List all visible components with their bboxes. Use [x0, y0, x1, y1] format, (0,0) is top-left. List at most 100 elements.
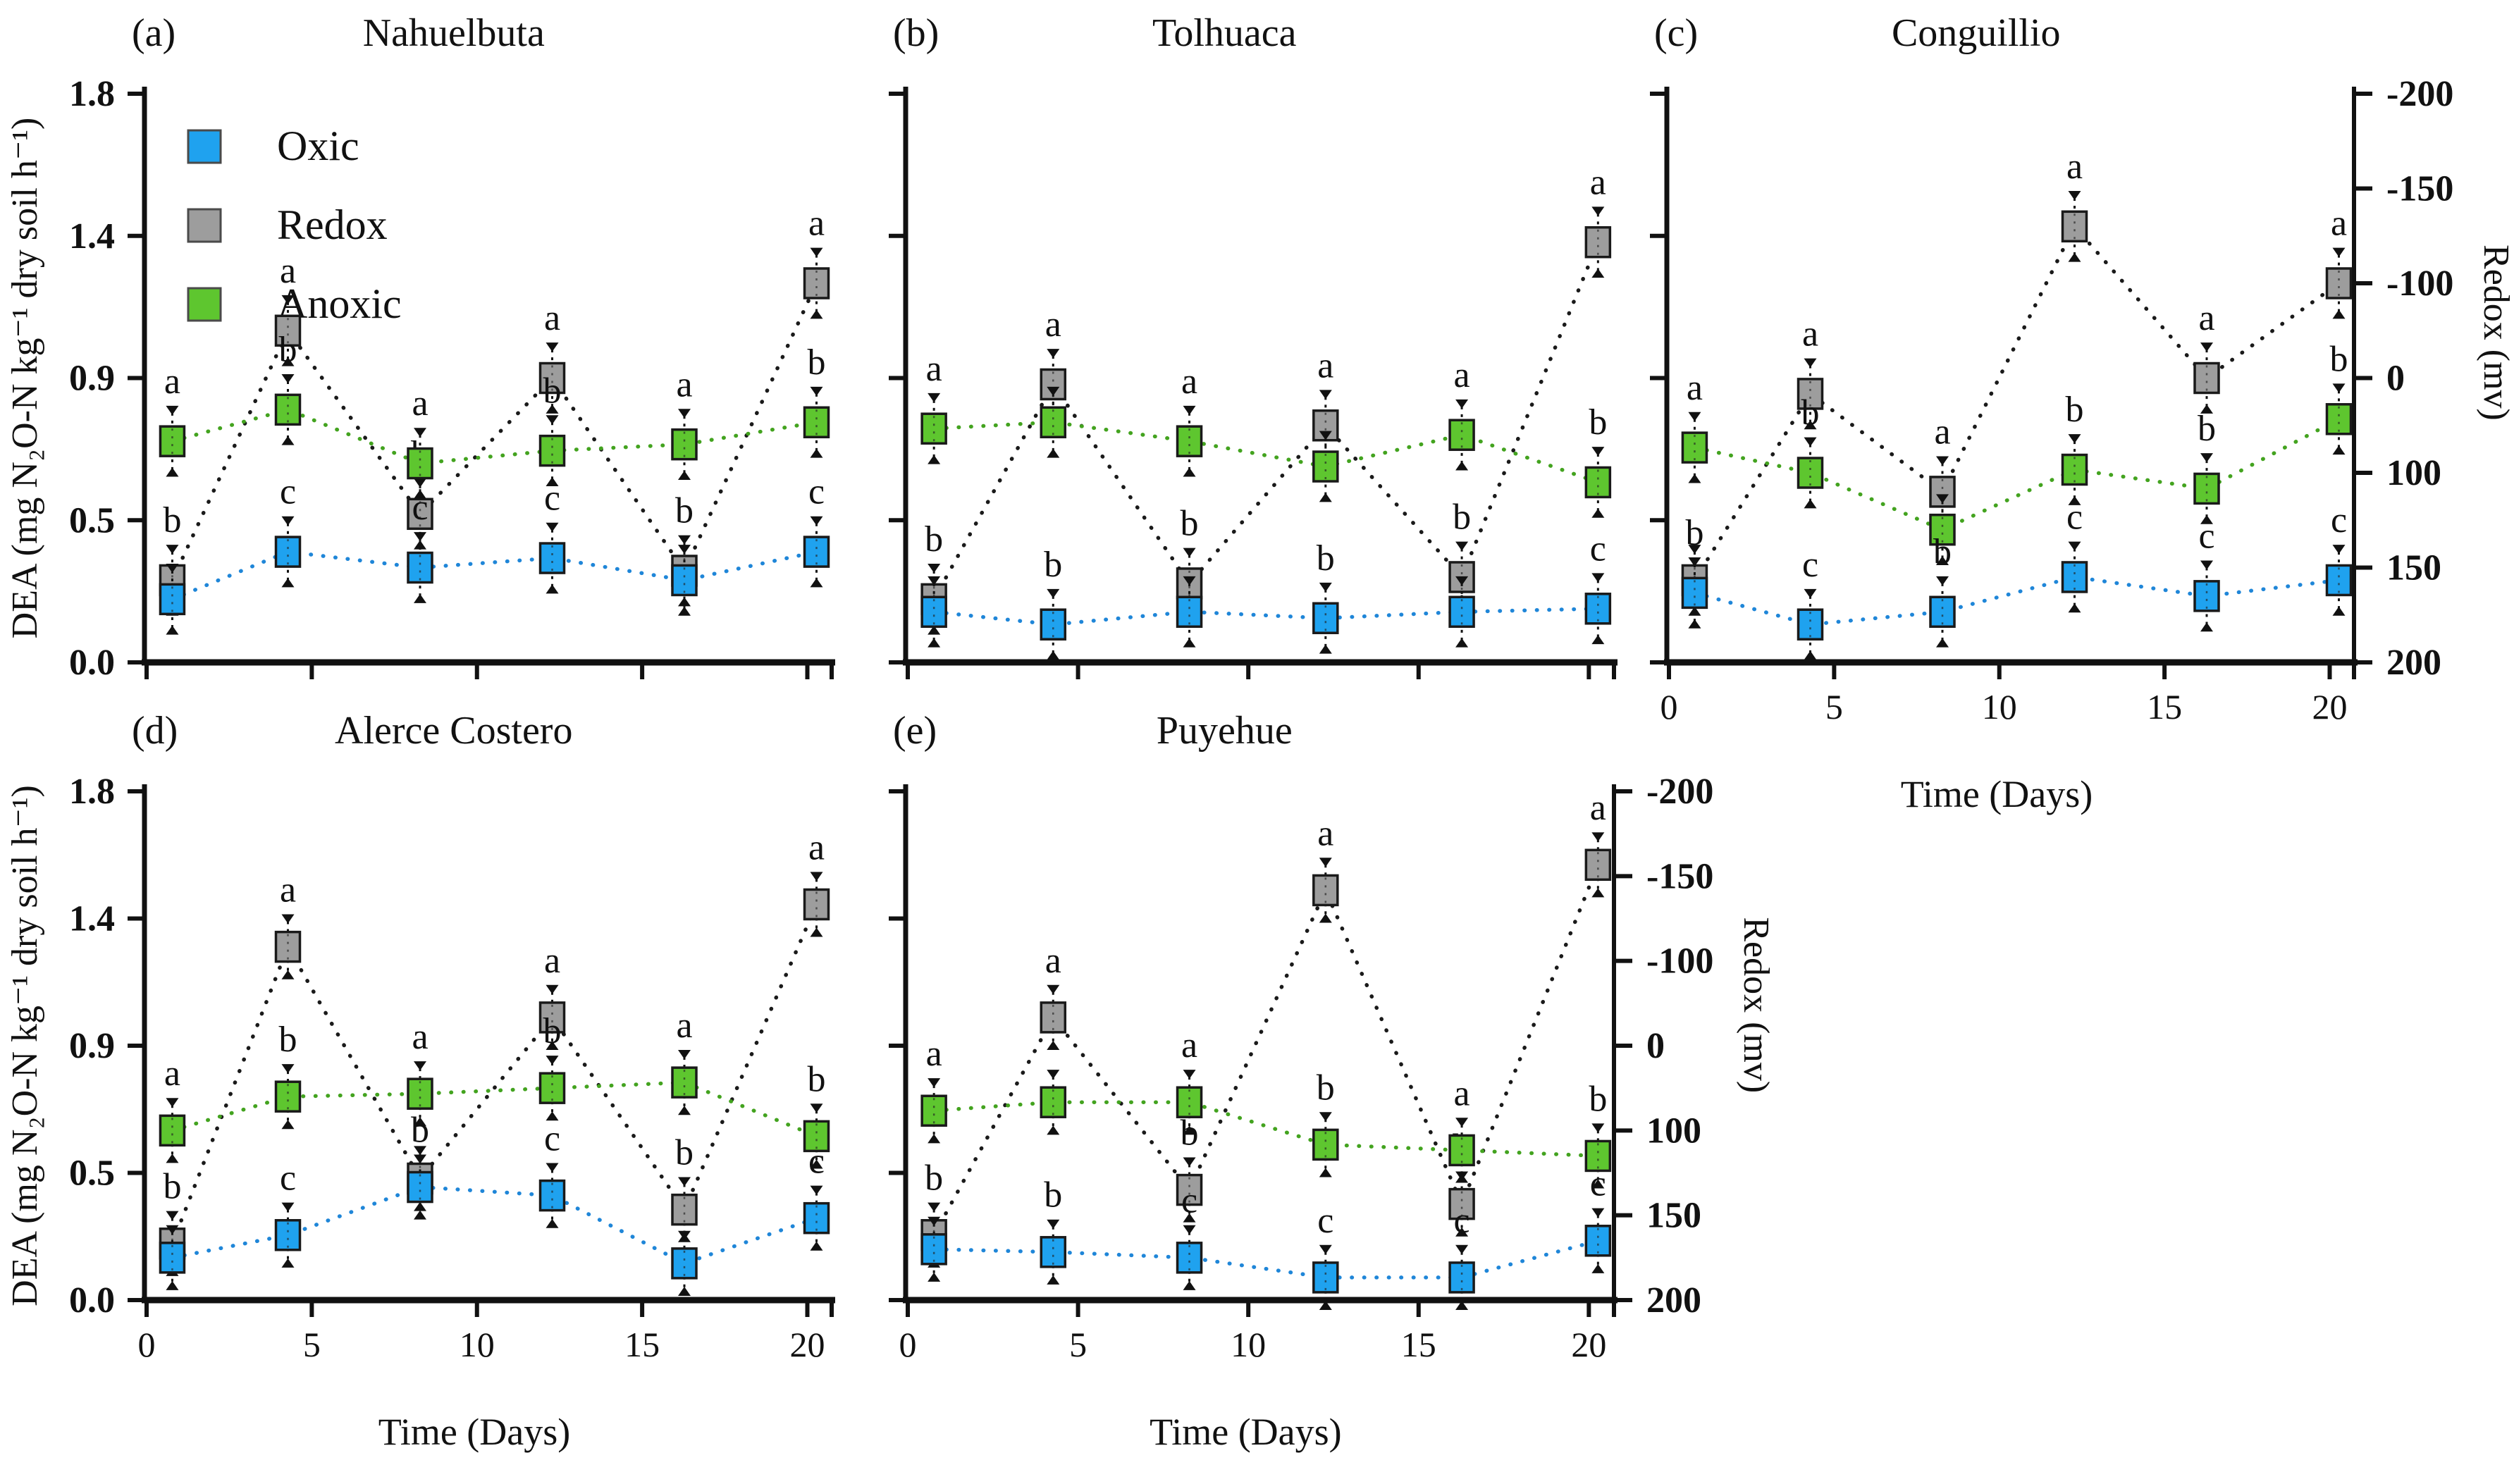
- right-tick-label: -150: [2386, 169, 2453, 209]
- error-cap-bottom: [281, 357, 295, 366]
- data-point-oxic: [2193, 580, 2220, 612]
- error-cap-top: [1688, 412, 1701, 421]
- data-point-oxic: [1312, 1261, 1339, 1294]
- right-tick-label: 200: [2386, 643, 2441, 683]
- error-cap-top: [2068, 541, 2081, 551]
- data-point-redox: [1797, 378, 1824, 410]
- data-point-anoxic: [1797, 457, 1824, 489]
- error-cap-bottom: [1455, 1227, 1469, 1237]
- error-cap-bottom: [678, 471, 691, 480]
- data-point-anoxic: [2193, 472, 2220, 505]
- x-tick-label: 0: [1660, 687, 1678, 726]
- series-line-oxic: [170, 1185, 819, 1266]
- error-cap-bottom: [1183, 1280, 1196, 1290]
- error-cap-bottom: [281, 435, 295, 445]
- right-tick-label: 100: [2386, 453, 2441, 493]
- data-point-oxic: [159, 583, 186, 616]
- error-cap-bottom: [414, 1210, 426, 1220]
- error-cap-bottom: [1455, 461, 1469, 471]
- error-cap-bottom: [678, 1286, 691, 1296]
- y-tick-label: 0.9: [69, 359, 115, 399]
- significance-letter: a: [280, 870, 296, 910]
- significance-letter: b: [1044, 545, 1062, 585]
- x-axis-label: Time (Days): [378, 1411, 571, 1453]
- significance-letter: c: [1590, 1164, 1606, 1204]
- significance-letter: b: [163, 500, 181, 540]
- x-tick-label: 15: [1401, 1325, 1436, 1364]
- y-tick-label: 0.5: [69, 1154, 115, 1194]
- significance-letter: a: [412, 1017, 428, 1057]
- error-cap-top: [810, 516, 823, 526]
- series-line-redox: [932, 240, 1601, 602]
- panel-tag: (b): [893, 11, 939, 55]
- error-cap-bottom: [928, 455, 941, 464]
- data-point-oxic: [671, 564, 698, 597]
- error-cap-top: [1936, 494, 1949, 504]
- significance-letter: a: [164, 1053, 180, 1094]
- error-cap-top: [281, 373, 295, 383]
- data-point-oxic: [803, 1201, 830, 1235]
- error-cap-bottom: [166, 1154, 179, 1163]
- x-tick-label: 10: [460, 1325, 495, 1364]
- error-cap-bottom: [281, 578, 295, 588]
- error-cap-top: [414, 1154, 426, 1164]
- right-tick-label: 100: [1646, 1111, 1701, 1151]
- y-tick-label: 1.8: [69, 772, 115, 812]
- data-point-anoxic: [407, 447, 433, 480]
- data-point-oxic: [274, 1218, 302, 1251]
- error-cap-top: [281, 1202, 295, 1212]
- significance-letter: c: [1802, 545, 1818, 585]
- error-cap-bottom: [1183, 1213, 1196, 1223]
- error-cap-bottom: [414, 593, 426, 603]
- data-point-anoxic: [671, 428, 698, 461]
- data-point-anoxic: [920, 1094, 947, 1127]
- data-point-oxic: [1584, 1225, 1612, 1257]
- error-cap-top: [1591, 832, 1605, 842]
- data-point-redox: [1584, 848, 1612, 882]
- significance-letter: a: [2198, 298, 2214, 338]
- error-cap-bottom: [1047, 650, 1060, 660]
- data-point-anoxic: [1584, 466, 1612, 499]
- significance-letter: b: [279, 330, 297, 370]
- y-axis-label: DEA (mg N₂O-N kg⁻¹ dry soil h⁻¹): [5, 785, 45, 1306]
- error-cap-bottom: [1319, 913, 1332, 923]
- legend-label: Oxic: [277, 123, 359, 169]
- error-cap-top: [281, 914, 295, 924]
- data-point-oxic: [159, 1242, 186, 1274]
- data-point-oxic: [538, 1179, 566, 1212]
- error-cap-top: [281, 1064, 295, 1074]
- error-cap-bottom: [414, 540, 426, 550]
- error-cap-bottom: [2200, 514, 2213, 524]
- data-point-anoxic: [1176, 425, 1203, 457]
- right-tick-label: -200: [2386, 74, 2453, 114]
- series-oxic: b c c cc: [920, 1164, 1612, 1311]
- error-cap-bottom: [810, 578, 823, 588]
- data-point-anoxic: [920, 412, 947, 445]
- significance-letter: c: [1317, 1201, 1333, 1241]
- error-cap-top: [2332, 383, 2346, 393]
- error-cap-bottom: [281, 1258, 295, 1268]
- error-cap-top: [1936, 576, 1949, 586]
- data-point-oxic: [538, 542, 566, 574]
- right-tick-label: 150: [1646, 1196, 1701, 1236]
- significance-letter: c: [280, 1158, 296, 1199]
- data-point-oxic: [1681, 576, 1708, 610]
- error-cap-top: [1047, 588, 1060, 598]
- error-cap-top: [678, 545, 691, 555]
- data-point-oxic: [2325, 564, 2353, 597]
- data-point-oxic: [2061, 561, 2088, 593]
- x-tick-label: 10: [1231, 1325, 1266, 1364]
- error-cap-top: [281, 516, 295, 526]
- significance-letter: c: [412, 488, 428, 528]
- data-point-anoxic: [1312, 450, 1339, 483]
- data-point-oxic: [671, 1247, 698, 1280]
- error-cap-bottom: [928, 638, 941, 648]
- significance-letter: a: [1802, 314, 1818, 354]
- error-cap-bottom: [810, 309, 823, 319]
- significance-letter: c: [544, 1118, 560, 1158]
- legend-swatch-anoxic-icon: [187, 287, 222, 322]
- x-tick-label: 0: [899, 1325, 917, 1364]
- error-cap-bottom: [2332, 309, 2346, 319]
- error-cap-top: [678, 1177, 691, 1187]
